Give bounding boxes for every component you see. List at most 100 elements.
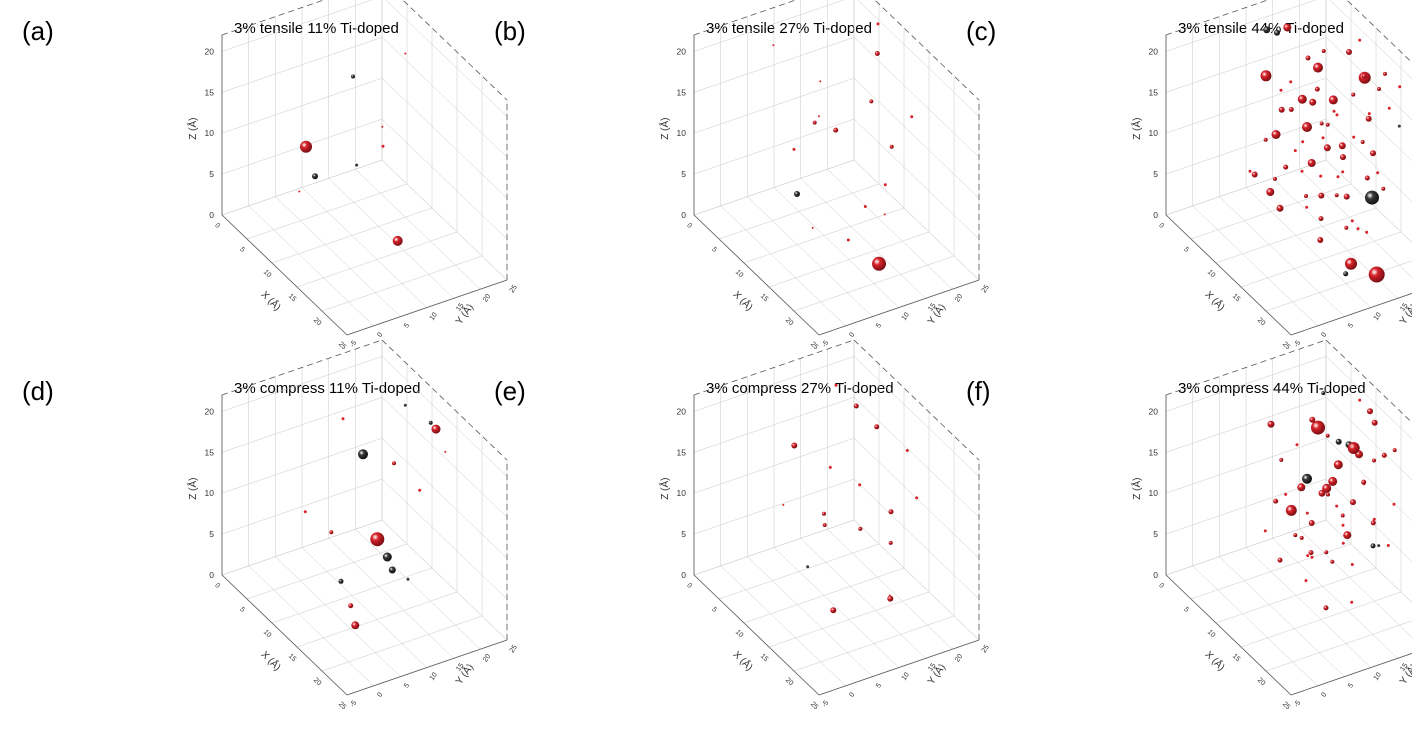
oxygen-atom-point — [1313, 62, 1323, 73]
grid-line — [1265, 620, 1412, 672]
y-tick-label: -5 — [821, 699, 830, 708]
y-tick-label: 0 — [848, 331, 856, 338]
oxygen-atom-point — [418, 488, 422, 492]
oxygen-atom-point — [341, 417, 345, 421]
oxygen-atom-point — [1367, 408, 1373, 415]
y-tick-label: 10 — [429, 671, 439, 681]
oxygen-atom-point — [1271, 130, 1281, 139]
panel-letter: (c) — [966, 16, 997, 46]
grid-line — [1245, 547, 1372, 668]
oxygen-atom-point — [1321, 136, 1325, 140]
z-tick-label: 5 — [681, 529, 686, 539]
oxygen-atom-point — [348, 603, 354, 609]
grid-lines — [1165, 0, 1412, 336]
oxygen-atom-point — [822, 523, 827, 527]
x-tick-label: 20 — [1256, 677, 1267, 688]
z-tick-label: 20 — [1149, 406, 1159, 416]
titanium-atom-point — [406, 577, 410, 581]
y-tick-label: 5 — [875, 682, 883, 689]
grid-line — [1219, 556, 1345, 677]
oxygen-atom-point — [887, 595, 894, 602]
oxygen-atom-point — [1305, 205, 1309, 209]
oxygen-atom-point — [772, 44, 775, 47]
grid-line — [346, 279, 508, 336]
grid-line — [221, 0, 373, 52]
oxygen-atom-point — [1352, 135, 1356, 139]
x-axis-label: X (Å) — [1203, 288, 1228, 313]
titanium-atom-point — [1377, 544, 1381, 548]
z-tick-label: 5 — [1153, 169, 1158, 179]
x-tick-label: 25 — [337, 701, 348, 712]
chart-panel: (b) 3% tensile 27% Ti-doped 0 5 10 15 20 0 5 10 15… — [472, 0, 991, 370]
y-tick-label: 20 — [482, 293, 492, 303]
oxygen-atom-point — [1308, 550, 1314, 556]
data-points — [782, 383, 919, 614]
x-tick-label: 0 — [685, 222, 693, 230]
titanium-atom-point — [403, 403, 407, 407]
oxygen-atom-point — [1283, 23, 1292, 32]
oxygen-atom-point — [1372, 517, 1376, 521]
x-tick-label: 5 — [710, 606, 718, 614]
oxygen-atom-point — [828, 465, 832, 469]
grid-line — [693, 214, 820, 336]
grid-line — [381, 356, 508, 477]
titanium-atom-point — [1397, 124, 1401, 128]
oxygen-atom-point — [1317, 237, 1324, 243]
grid-line — [693, 0, 798, 36]
titanium-atom-point — [1263, 26, 1271, 34]
oxygen-atom-point — [1309, 98, 1317, 106]
x-axis-label: X (Å) — [731, 648, 756, 673]
z-tick-label: 15 — [677, 87, 687, 97]
oxygen-atom-point — [381, 144, 385, 148]
grid-line — [1272, 538, 1398, 659]
titanium-atom-point — [312, 173, 318, 180]
oxygen-atom-point — [1279, 457, 1284, 462]
x-tick-label: 0 — [1157, 582, 1165, 590]
oxygen-atom-point — [782, 503, 785, 506]
grid-line — [1165, 356, 1327, 412]
oxygen-atom-point — [1323, 144, 1331, 152]
oxygen-atom-point — [1309, 416, 1316, 423]
y-tick-label: 25 — [981, 644, 991, 654]
y-tick-label: 25 — [981, 284, 991, 294]
oxygen-atom-point — [1321, 49, 1326, 53]
grid-line — [693, 77, 855, 134]
oxygen-atom-point — [1319, 121, 1324, 126]
grid-line — [693, 339, 855, 396]
z-tick-label: 15 — [677, 447, 687, 457]
oxygen-atom-point — [1381, 452, 1387, 458]
oxygen-atom-point — [392, 461, 396, 466]
grid-lines — [693, 0, 980, 336]
x-tick-label: 15 — [1231, 653, 1242, 664]
y-tick-label: 5 — [403, 682, 411, 689]
oxygen-atom-point — [1307, 159, 1316, 167]
grid-line — [1299, 528, 1412, 638]
grid-line — [853, 78, 980, 199]
oxygen-atom-point — [1276, 204, 1284, 212]
oxygen-atom-point — [1343, 193, 1350, 200]
grid-line — [221, 159, 383, 216]
x-tick-label: 25 — [1281, 341, 1292, 352]
titanium-atom-point — [1343, 271, 1349, 277]
grid-line — [693, 356, 855, 412]
y-tick-label: 5 — [403, 322, 411, 329]
oxygen-atom-point — [1364, 175, 1370, 181]
y-tick-label: -5 — [349, 699, 358, 708]
grid-line — [381, 438, 508, 559]
y-tick-label: -5 — [1293, 339, 1302, 348]
y-tick-label: 25 — [509, 644, 519, 654]
panel-title: 3% compress 27% Ti-doped — [706, 380, 894, 397]
z-tick-label: 20 — [677, 406, 687, 416]
grid-line — [720, 565, 846, 687]
oxygen-atom-point — [1350, 219, 1354, 223]
grid-line — [1165, 0, 1317, 52]
grid-line — [248, 565, 374, 687]
oxygen-atom-point — [1383, 71, 1387, 76]
oxygen-atom-point — [1392, 448, 1397, 453]
grid-line — [818, 639, 980, 696]
grid-line — [1165, 159, 1327, 216]
oxygen-atom-point — [1334, 193, 1339, 198]
